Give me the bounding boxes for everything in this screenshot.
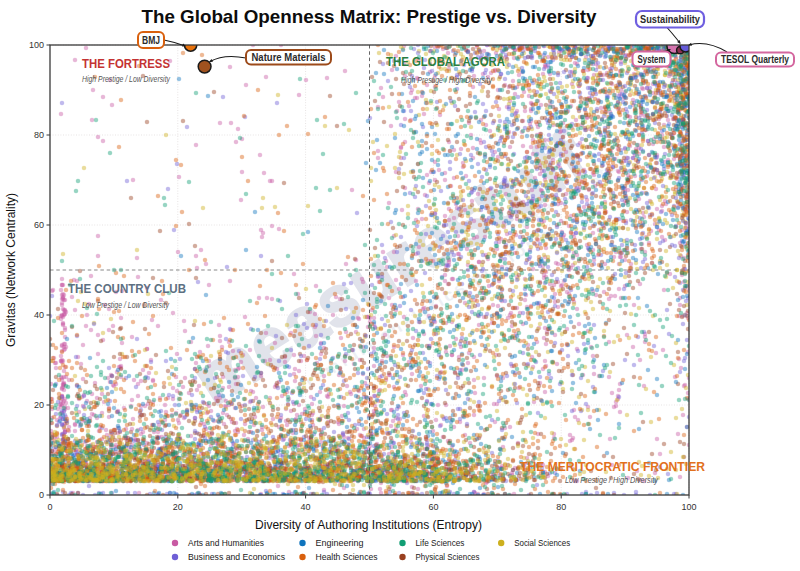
- svg-text:0: 0: [47, 502, 52, 512]
- svg-text:TESOL Quarterly: TESOL Quarterly: [721, 53, 789, 65]
- svg-text:60: 60: [428, 502, 438, 512]
- svg-text:Life Sciences: Life Sciences: [416, 537, 465, 548]
- svg-text:Engineering: Engineering: [316, 537, 364, 548]
- svg-text:High Prestige / Low Diversity: High Prestige / Low Diversity: [82, 74, 171, 84]
- svg-text:20: 20: [173, 502, 183, 512]
- svg-text:Nature Materials: Nature Materials: [252, 51, 326, 63]
- svg-text:THE FORTRESS: THE FORTRESS: [82, 56, 170, 71]
- svg-text:High Prestige / High Diversity: High Prestige / High Diversity: [401, 75, 493, 85]
- svg-text:Health Sciences: Health Sciences: [316, 551, 378, 562]
- svg-text:80: 80: [34, 130, 44, 140]
- svg-text:THE GLOBAL AGORA: THE GLOBAL AGORA: [386, 54, 506, 69]
- svg-text:The Global Openness Matrix: Pr: The Global Openness Matrix: Prestige vs.…: [142, 6, 597, 27]
- svg-text:Sustainability: Sustainability: [640, 13, 700, 25]
- svg-text:Business and Economics: Business and Economics: [188, 551, 285, 562]
- svg-text:0: 0: [39, 490, 44, 500]
- svg-text:Physical Sciences: Physical Sciences: [416, 551, 480, 562]
- svg-text:Diversity of Authoring Institu: Diversity of Authoring Institutions (Ent…: [255, 518, 482, 532]
- svg-text:Low Prestige / Low Diversity: Low Prestige / Low Diversity: [82, 300, 170, 310]
- svg-text:THE MERITOCRATIC FRONTIER: THE MERITOCRATIC FRONTIER: [520, 459, 706, 474]
- svg-text:Social Sciences: Social Sciences: [514, 537, 570, 548]
- svg-text:BMJ: BMJ: [142, 35, 160, 46]
- svg-text:20: 20: [34, 400, 44, 410]
- svg-text:80: 80: [556, 502, 566, 512]
- svg-text:Arts and Humanities: Arts and Humanities: [188, 537, 264, 548]
- svg-text:THE COUNTRY CLUB: THE COUNTRY CLUB: [68, 281, 186, 296]
- svg-text:100: 100: [681, 502, 696, 512]
- svg-text:40: 40: [34, 310, 44, 320]
- svg-text:60: 60: [34, 220, 44, 230]
- svg-text:System: System: [638, 53, 666, 65]
- svg-text:Gravitas (Network Centrality): Gravitas (Network Centrality): [4, 193, 18, 347]
- svg-text:40: 40: [301, 502, 311, 512]
- svg-text:100: 100: [29, 40, 44, 50]
- svg-text:Low Prestige / High Diversity: Low Prestige / High Diversity: [565, 475, 659, 485]
